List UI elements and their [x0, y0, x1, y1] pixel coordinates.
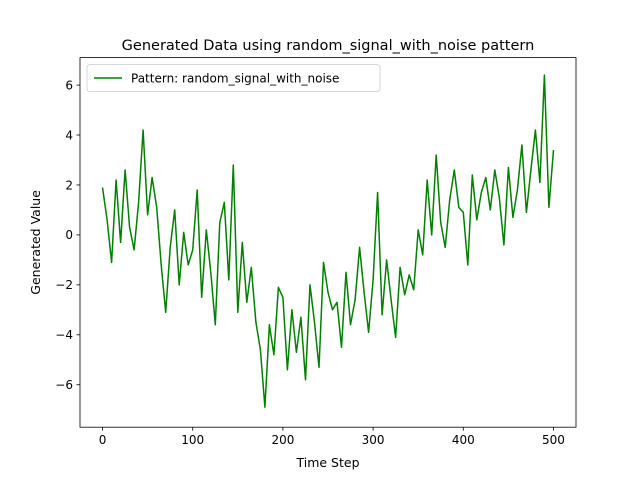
x-axis: 0 100 200 300 400 500: [99, 427, 565, 447]
x-tick-label: 300: [362, 433, 385, 447]
y-tick-label: −4: [55, 328, 73, 342]
x-tick-label: 100: [181, 433, 204, 447]
x-axis-label: Time Step: [295, 455, 359, 470]
y-tick-label: 2: [65, 178, 73, 192]
legend: Pattern: random_signal_with_noise: [86, 64, 381, 92]
legend-box: [86, 64, 381, 92]
plot-area-frame: [79, 57, 577, 428]
y-axis: −6 −4 −2 0 2 4 6: [55, 78, 80, 392]
x-tick-label: 0: [99, 433, 107, 447]
series-layer: [101, 74, 555, 408]
y-tick-label: −2: [55, 278, 73, 292]
y-tick-label: −6: [55, 378, 73, 392]
y-tick-label: 4: [65, 128, 73, 142]
y-axis-label: Generated Value: [28, 190, 43, 295]
x-tick-label: 400: [452, 433, 475, 447]
x-tick-label: 200: [271, 433, 294, 447]
y-tick-label: 6: [65, 78, 73, 92]
series-line: [101, 74, 555, 408]
chart-title: Generated Data using random_signal_with_…: [122, 38, 535, 54]
x-tick-label: 500: [542, 433, 565, 447]
legend-entry-label: Pattern: random_signal_with_noise: [131, 72, 339, 86]
y-tick-label: 0: [65, 228, 73, 242]
